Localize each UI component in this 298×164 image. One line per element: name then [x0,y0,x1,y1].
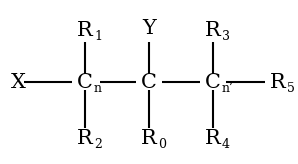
Text: n: n [94,82,102,95]
Text: n’: n’ [222,82,234,95]
Text: C: C [141,72,157,92]
Text: X: X [10,72,25,92]
Text: 2: 2 [94,139,102,152]
Text: C: C [205,72,221,92]
Text: C: C [77,72,93,92]
Text: 3: 3 [222,31,230,43]
Text: R: R [205,20,221,40]
Text: R: R [205,129,221,147]
Text: 0: 0 [158,139,166,152]
Text: 5: 5 [287,82,295,95]
Text: 1: 1 [94,31,102,43]
Text: R: R [270,72,286,92]
Text: 4: 4 [222,139,230,152]
Text: Y: Y [142,19,156,38]
Text: R: R [77,129,93,147]
Text: R: R [141,129,157,147]
Text: R: R [77,20,93,40]
